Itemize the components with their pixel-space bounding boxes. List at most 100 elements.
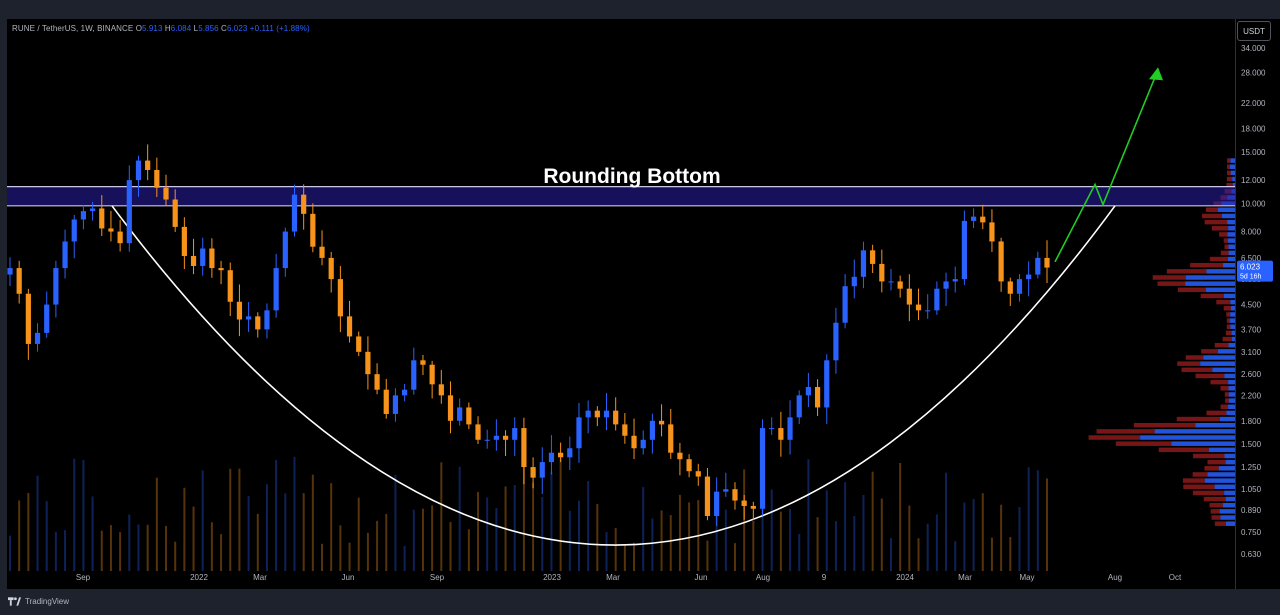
volume-profile-bar — [1200, 361, 1235, 366]
volume-profile-bar — [1228, 226, 1235, 231]
candle — [502, 430, 509, 456]
volume-bar — [880, 498, 883, 571]
volume-bar — [339, 525, 342, 571]
volume-bar — [284, 493, 287, 571]
price-tick: 2.200 — [1241, 391, 1262, 400]
price-axis[interactable]: 34.000 28.000 22.000 18.000 15.000 12.000 10.0… — [1235, 19, 1280, 589]
volume-bar — [834, 521, 837, 571]
volume-bar — [385, 513, 388, 571]
volume-profile-bar — [1211, 515, 1221, 520]
volume-bar — [330, 483, 333, 571]
volume-bars — [9, 456, 1048, 571]
candle — [145, 144, 151, 181]
candle — [750, 501, 756, 520]
volume-bar — [633, 542, 636, 571]
volume-bar — [816, 517, 819, 571]
volume-bar — [376, 520, 379, 571]
pattern-annotation: Rounding Bottom — [543, 165, 720, 188]
candle — [181, 217, 187, 270]
volume-bar — [403, 545, 406, 571]
candle — [16, 260, 22, 304]
volume-bar — [623, 544, 626, 571]
volume-bar — [421, 508, 424, 571]
volume-bar — [889, 538, 892, 571]
candle — [567, 436, 573, 471]
time-axis[interactable]: Sep 2022 Mar Jun Sep 2023 Mar Jun Aug 9 2024 Mar May… — [7, 571, 1235, 589]
volume-profile-bar — [1205, 287, 1235, 293]
time-tick: 2022 — [190, 573, 208, 582]
candle — [677, 442, 683, 476]
volume-profile-bar — [1205, 207, 1219, 213]
volume-profile-bar — [1206, 410, 1227, 416]
volume-bar — [614, 527, 617, 571]
low-value: 5.856 — [198, 24, 219, 33]
volume-profile-bar — [1203, 496, 1226, 502]
candle — [989, 209, 995, 252]
volume-bar — [853, 515, 856, 571]
volume-bar — [779, 511, 782, 571]
volume-profile-bar — [1219, 416, 1235, 422]
volume-profile-bar — [1222, 502, 1235, 508]
volume-profile-bar — [1185, 281, 1235, 286]
currency-button[interactable]: USDT — [1237, 21, 1271, 41]
volume-profile-bar — [1211, 226, 1229, 231]
candle — [255, 312, 261, 338]
candle — [346, 300, 353, 343]
volume-bar — [18, 500, 21, 571]
volume-profile-bar — [1230, 299, 1235, 305]
volume-bar — [91, 496, 94, 571]
volume-profile-bar — [1227, 256, 1235, 262]
candle — [246, 302, 252, 333]
time-tick: Aug — [1107, 573, 1123, 582]
volume-bar — [311, 474, 314, 571]
volume-profile-bar — [1218, 466, 1235, 471]
candle — [438, 370, 444, 404]
price-tick: 0.750 — [1241, 528, 1262, 537]
candle — [622, 413, 628, 444]
countdown: 5d 16h — [1240, 274, 1262, 281]
volume-profile-bar — [1224, 392, 1229, 397]
candle — [686, 454, 692, 478]
high-value: 6.084 — [170, 24, 192, 33]
volume-bar — [706, 540, 709, 571]
volume-bar — [82, 459, 85, 571]
volume-profile-bar — [1193, 453, 1225, 459]
volume-profile-bar — [1226, 176, 1233, 182]
volume-profile-bar — [1221, 213, 1235, 219]
price-tick: 1.800 — [1241, 417, 1262, 426]
candle — [89, 201, 96, 221]
price-tick: 12.000 — [1241, 176, 1266, 185]
volume-bar — [412, 509, 415, 571]
volume-bar — [899, 462, 902, 571]
candle — [787, 400, 793, 455]
volume-bar — [825, 490, 828, 571]
volume-bar — [229, 468, 232, 571]
tradingview-brand[interactable]: TradingView — [8, 597, 69, 606]
volume-bar — [871, 471, 874, 571]
price-tick: 34.000 — [1241, 44, 1266, 53]
volume-bar — [752, 520, 755, 571]
candle — [420, 354, 426, 376]
volume-bar — [256, 513, 259, 571]
volume-profile-bar — [1220, 404, 1229, 410]
candle — [365, 336, 371, 390]
volume-bar — [183, 487, 186, 571]
volume-profile-bar — [1228, 386, 1235, 391]
chart-pane[interactable]: Rounding Bottom Sep 2022 Mar Jun Sep 2023 Mar J… — [7, 19, 1235, 589]
volume-bar — [522, 466, 525, 571]
candle — [888, 268, 894, 291]
volume-profile-bar — [1206, 269, 1235, 274]
projection-arrow — [1054, 76, 1156, 263]
candle — [530, 457, 536, 489]
volume-profile-bar — [1228, 404, 1235, 410]
candlestick-chart[interactable]: Rounding Bottom — [7, 19, 1235, 571]
candle — [649, 413, 655, 454]
volume-bar — [651, 518, 654, 571]
time-tick: Oct — [1168, 573, 1182, 582]
candle — [475, 416, 481, 445]
volume-profile-bar — [1232, 176, 1235, 182]
candle — [126, 165, 132, 252]
volume-profile-bar — [1228, 398, 1235, 403]
volume-profile-bar — [1152, 275, 1186, 280]
candle — [759, 419, 766, 516]
